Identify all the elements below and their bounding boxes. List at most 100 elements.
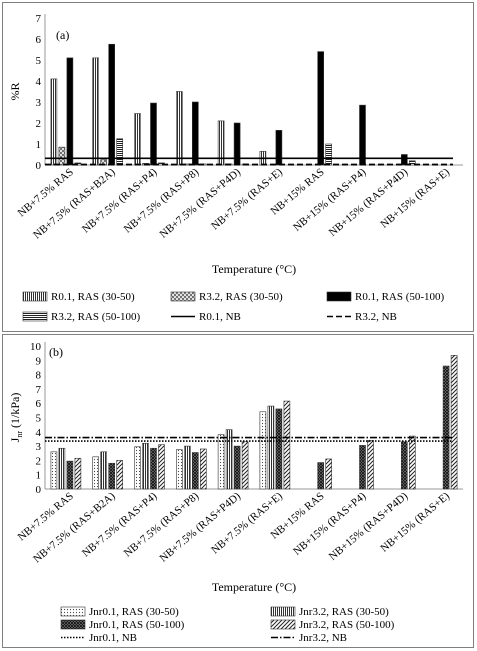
legend-label: Jnr3.2, NB [299,632,347,644]
y-tick-label: 0 [36,484,42,496]
bar [92,57,99,166]
x-tick-label: NB+7.5% (RAS+E) [209,166,285,232]
y-tick-label: 5 [36,55,42,67]
y-tick-label: 1 [36,139,42,151]
bar [259,411,267,490]
legend-swatch [22,311,48,322]
panel-label: (a) [56,28,69,42]
legend-swatch [60,619,86,630]
y-tick-label: 2 [36,455,42,467]
bar [92,456,99,490]
x-tick-label: NB+7.5% (RAS+P4) [80,166,160,236]
chart-panel-a: 0 1 2 3 4 5 6 7 %R (a) NB+7.5% RAS NB+7.5% (RAS+B2A… [2,2,474,332]
legend-label: Jnr0.1, RAS (50-100) [89,619,185,631]
chart-panel-b: 0 1 2 3 4 5 6 7 8 9 10 Jnr (1/kPa) (b) NB+7.5% RAS NB+… [2,334,474,648]
bar [408,160,416,166]
legend-label: R3.2, RAS (50-100) [51,311,141,323]
bar [134,446,141,490]
bar [116,138,123,166]
bar [400,441,408,490]
y-tick-label: 9 [36,355,42,367]
x-tick-label: NB+15% (RAS+P4) [291,490,369,558]
bar [50,451,58,490]
x-tick-label: NB+7.5% (RAS+B2A) [31,490,118,566]
x-tick-label: NB+7.5% (RAS+P8) [122,166,202,236]
x-tick-label: NB+7.5% (RAS+P8) [122,490,202,560]
bar [134,113,141,166]
bar [241,441,249,490]
legend-swatch [270,619,296,630]
bar [176,449,183,490]
legend-label: Jnr0.1, NB [89,632,137,644]
bar [66,57,74,166]
bar [317,51,325,166]
bar [58,447,66,490]
x-axis-label: Temperature (°C) [212,262,296,276]
y-tick-label: 3 [36,441,42,453]
bar [359,445,366,490]
legend-label: Jnr3.2, RAS (30-50) [299,606,389,618]
bar [275,408,283,490]
bar [442,365,450,490]
bar [50,78,58,166]
bar [100,451,107,490]
x-tick-label: NB+7.5% (RAS+P4) [80,490,160,560]
bar [108,43,115,166]
x-tick-label: NB+7.5% (RAS+B2A) [31,166,118,242]
y-tick-label: 0 [36,160,42,172]
panel-label: (b) [49,345,63,359]
legend-swatch [170,291,196,302]
bar [192,101,199,166]
bar [184,445,191,490]
y-tick-label: 5 [36,413,42,425]
x-tick-label: NB+15% (RAS+E) [378,166,452,231]
bar [74,457,82,490]
legend-label: R0.1, RAS (30-50) [51,291,135,303]
legend-label: Jnr0.1, RAS (30-50) [89,606,179,618]
bar [325,458,333,490]
y-tick-label: 1 [36,470,42,482]
y-tick-label: 10 [30,341,42,353]
y-axis-label: Jnr (1/kPa) [8,393,24,443]
x-tick-label: NB+15% (RAS+P4D) [327,490,411,563]
bar [176,91,183,166]
bar [325,143,333,166]
y-tick-label: 6 [36,34,42,46]
legend-label: R0.1, RAS (50-100) [355,291,445,303]
legend-label: Jnr3.2, RAS (50-100) [299,619,395,631]
bar [267,405,275,490]
legend-swatch [326,291,352,302]
bar [200,448,207,490]
bar [450,354,458,490]
x-tick-label: NB+15% (RAS+E) [378,490,452,555]
bar [142,442,149,490]
legend-label: R3.2, RAS (30-50) [199,291,283,303]
y-tick-label: 7 [36,13,42,25]
x-axis-label: Temperature (°C) [212,580,296,594]
y-tick-label: 3 [36,97,42,109]
bar [225,429,233,490]
y-tick-label: 6 [36,398,42,410]
bar [192,452,199,490]
bar [66,460,74,490]
bar [108,462,115,490]
bar [158,444,165,490]
bar [408,435,416,490]
bar [283,400,291,490]
y-tick-label: 7 [36,384,42,396]
x-tick-label: NB+7.5% (RAS+E) [209,490,285,556]
legend-label: R0.1, NB [199,311,241,323]
y-tick-label: 4 [36,427,42,439]
bar [116,460,123,490]
x-tick-label: NB+15% (RAS+P4) [291,166,369,234]
legend-swatch [22,291,48,302]
bar [367,440,374,490]
x-tick-label: NB+7.5% (RAS+P4D) [157,490,243,565]
bar [400,154,408,166]
bar [217,434,225,490]
bar [58,146,66,166]
y-tick-label: 4 [36,76,42,88]
